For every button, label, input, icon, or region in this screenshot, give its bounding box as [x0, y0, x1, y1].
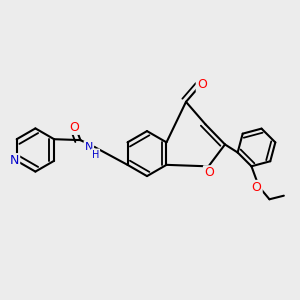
Text: O: O — [197, 78, 207, 91]
Text: H: H — [92, 149, 99, 160]
Text: O: O — [252, 181, 262, 194]
Text: N: N — [10, 154, 19, 167]
Text: N: N — [85, 142, 93, 152]
Text: O: O — [204, 167, 214, 179]
Text: O: O — [69, 121, 79, 134]
